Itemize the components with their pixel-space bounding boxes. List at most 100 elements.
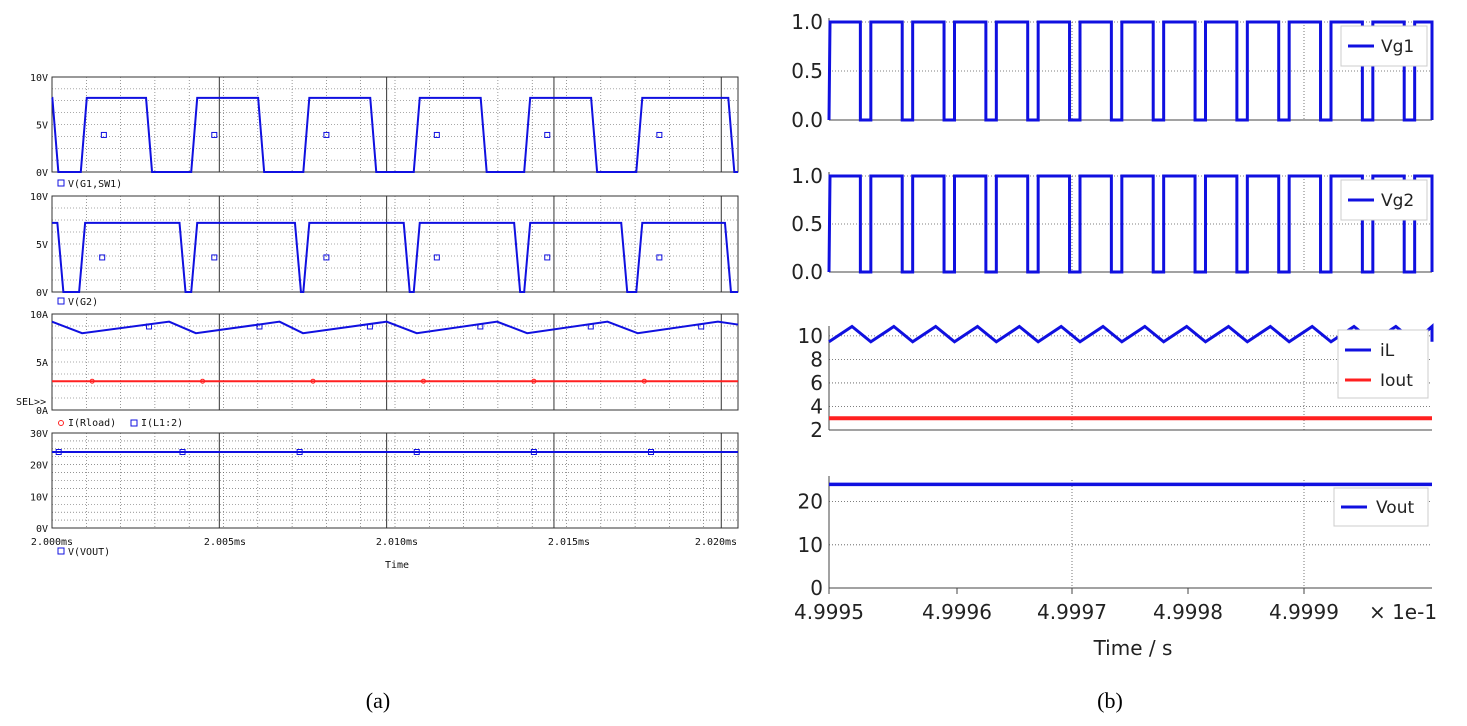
legend-box [1337,329,1429,399]
a-ytick: 0V [36,168,48,179]
a-marker [211,254,218,261]
b-ytick: 6 [810,371,823,395]
a-sel-label: SEL>> [16,397,46,408]
b-trace-Vg1 [827,20,1434,122]
a-marker [310,378,316,384]
legend-square-icon [57,547,65,555]
a-ytick: 5V [36,240,48,251]
a-marker [89,378,95,384]
a-xtick: 2.015ms [548,537,590,548]
a-ytick: 10V [30,492,48,503]
b-ytick: 1.0 [791,10,823,34]
a-legend-g2: V(G2) [57,297,98,308]
b-xtick: 4.9997 [1037,600,1107,624]
legend-box [1333,487,1429,527]
a-trace-I(L1:2) [51,320,739,335]
b-ytick: 0.5 [791,212,823,236]
b-ytick: 8 [810,347,823,371]
b-legend-vg2: Vg2 [1340,179,1428,221]
b-ytick: 0.0 [791,260,823,284]
a-marker [55,449,62,455]
a-legend-g1-label: V(G1,SW1) [68,179,122,190]
a-trace-V(G1,SW1) [51,96,738,173]
a-marker [323,131,330,138]
a-marker [647,449,654,455]
b-ytick: 0.5 [791,59,823,83]
a-x-axis-label: Time [385,560,409,571]
legend-square-icon [57,297,65,305]
b-legend-vg1-label: Vg1 [1381,37,1414,57]
a-marker [200,378,206,384]
b-ytick: 2 [810,418,823,442]
b-x-multiplier: × 1e-1 [1369,600,1437,624]
a-marker [531,378,537,384]
panel-a: 0V 5V 10V 0V 5V 10V 0A 5A 10A 0V 10V 20V 30V V(G1,SW… [8,64,744,571]
legend-square-icon [57,179,65,187]
a-ytick: 10V [30,73,48,84]
b-legend-il: iL Iout [1337,329,1429,399]
a-legend-currents: I(Rload) I(L1:2) [58,418,183,429]
b-xtick: 4.9999 [1269,600,1339,624]
a-xtick: 2.010ms [376,537,418,548]
a-marker [641,378,647,384]
b-trace-Vg2 [827,174,1434,274]
b-ytick: 0 [810,576,823,600]
a-marker [544,131,551,138]
a-ytick: 20V [30,461,48,472]
b-trace-iL [828,323,1434,344]
b-xtick: 4.9996 [922,600,992,624]
a-xtick: 2.000ms [31,537,73,548]
b-x-axis-label: Time / s [1093,636,1173,660]
a-xtick: 2.020ms [695,537,737,548]
a-marker [587,323,594,330]
b-xtick: 4.9998 [1153,600,1223,624]
a-marker [698,323,705,330]
b-legend-vg1: Vg1 [1340,25,1428,67]
a-marker [530,449,537,455]
a-ytick: 0A [36,406,48,417]
b-ytick: 0.0 [791,108,823,132]
a-legend-vout-label: V(VOUT) [68,547,110,558]
a-marker [656,254,663,261]
a-ytick: 10V [30,192,48,203]
a-marker [433,254,440,261]
a-marker [544,254,551,261]
a-marker [323,254,330,261]
b-ytick: 10 [798,533,823,557]
a-ytick: 5V [36,121,48,132]
legend-square-icon [130,419,138,427]
b-xtick: 4.9995 [794,600,864,624]
a-marker [366,323,373,330]
a-xtick: 2.005ms [204,537,246,548]
a-marker [413,449,420,455]
caption-a: (a) [366,688,390,713]
a-marker [656,131,663,138]
b-ytick: 4 [810,394,823,418]
a-marker [477,323,484,330]
b-ytick: 20 [798,490,823,514]
b-legend-vout-label: Vout [1376,498,1414,518]
a-marker [433,131,440,138]
a-ytick: 10A [30,310,48,321]
a-marker [256,323,263,330]
a-trace-V(G2) [52,221,738,293]
b-legend-iout-label: Iout [1380,371,1413,391]
b-legend-vout: Vout [1333,487,1429,527]
a-marker [100,131,107,138]
a-legend-g1: V(G1,SW1) [57,179,122,190]
legend-circle-icon [58,420,64,426]
a-ytick: 30V [30,429,48,440]
b-ytick: 10 [798,324,823,348]
a-ytick: 0V [36,524,48,535]
a-marker [420,378,426,384]
a-marker [99,254,106,261]
caption-b: (b) [1097,688,1123,713]
a-legend-vout: V(VOUT) [57,547,110,558]
b-legend-vg2-label: Vg2 [1381,191,1414,211]
a-marker [179,449,186,455]
a-marker [211,131,218,138]
a-legend-il-label: I(L1:2) [141,418,183,429]
a-marker [296,449,303,455]
